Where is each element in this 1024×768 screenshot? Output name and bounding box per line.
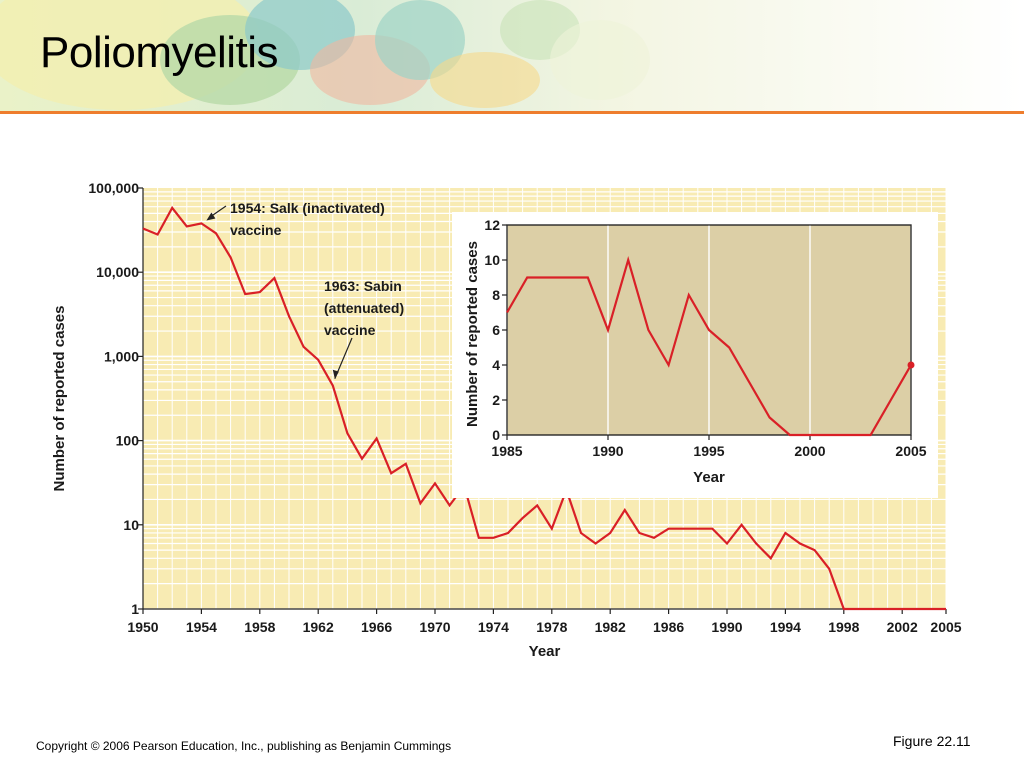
title-divider — [0, 111, 1024, 114]
inset-y-tick-label: 8 — [492, 287, 500, 303]
inset-x-tick-label: 2000 — [794, 443, 825, 459]
banner-artwork — [0, 0, 1024, 114]
main-x-tick-label: 1986 — [653, 619, 684, 635]
slide-title: Poliomyelitis — [40, 28, 279, 77]
inset-chart: 0 2 4 6 8 10 12 1985 1990 1995 2000 2005 Year Number … — [452, 212, 938, 498]
salk-annotation-text: vaccine — [230, 222, 282, 238]
main-x-tick-label: 2002 — [887, 619, 918, 635]
main-x-tick-label: 1970 — [419, 619, 450, 635]
figure-label: Figure 22.11 — [893, 733, 971, 749]
inset-y-axis-label: Number of reported cases — [464, 241, 481, 427]
main-x-tick-label: 1954 — [186, 619, 217, 635]
inset-x-tick-label: 1990 — [592, 443, 623, 459]
main-y-tick-label: 10 — [123, 517, 139, 533]
main-y-tick-label: 1,000 — [104, 348, 139, 364]
inset-y-tick-label: 6 — [492, 322, 500, 338]
inset-y-tick-label: 12 — [484, 217, 500, 233]
inset-last-point-marker — [907, 361, 915, 369]
main-y-tick-label: 10,000 — [96, 264, 139, 280]
inset-x-axis-label: Year — [693, 469, 725, 486]
salk-arrowhead — [206, 212, 216, 221]
main-x-tick-label: 1958 — [244, 619, 275, 635]
main-x-tick-label: 1950 — [127, 619, 158, 635]
inset-y-tick-label: 4 — [492, 357, 500, 373]
sabin-annotation-text: (attenuated) — [324, 300, 404, 316]
sabin-arrowhead — [332, 369, 339, 379]
inset-x-tick-label: 1985 — [491, 443, 522, 459]
salk-annotation-text: 1954: Salk (inactivated) — [230, 200, 385, 216]
title-banner — [0, 0, 1024, 114]
main-x-tick-label: 1974 — [478, 619, 509, 635]
main-y-tick-label: 100,000 — [88, 180, 139, 196]
main-y-axis-label: Number of reported cases — [51, 306, 68, 492]
inset-y-tick-label: 0 — [492, 427, 500, 443]
main-x-tick-label: 1990 — [711, 619, 742, 635]
main-y-tick-label: 100 — [116, 433, 140, 449]
inset-x-tick-label: 1995 — [693, 443, 724, 459]
inset-y-tick-label: 10 — [484, 252, 500, 268]
main-x-tick-label: 2005 — [930, 619, 961, 635]
sabin-annotation-text: vaccine — [324, 322, 376, 338]
inset-x-tick-label: 2005 — [895, 443, 926, 459]
main-x-tick-label: 1998 — [828, 619, 859, 635]
sabin-annotation-text: 1963: Sabin — [324, 278, 402, 294]
main-x-tick-label: 1994 — [770, 619, 801, 635]
main-series-line — [142, 205, 946, 611]
main-y-tick-label: 1 — [131, 601, 139, 617]
main-x-axis-label: Year — [529, 643, 561, 660]
main-x-tick-label: 1982 — [595, 619, 626, 635]
main-x-tick-label: 1978 — [536, 619, 567, 635]
copyright-notice: Copyright © 2006 Pearson Education, Inc.… — [36, 739, 452, 753]
inset-series-line — [506, 256, 912, 437]
main-x-tick-label: 1962 — [303, 619, 334, 635]
main-x-tick-label: 1966 — [361, 619, 392, 635]
inset-y-tick-label: 2 — [492, 392, 500, 408]
